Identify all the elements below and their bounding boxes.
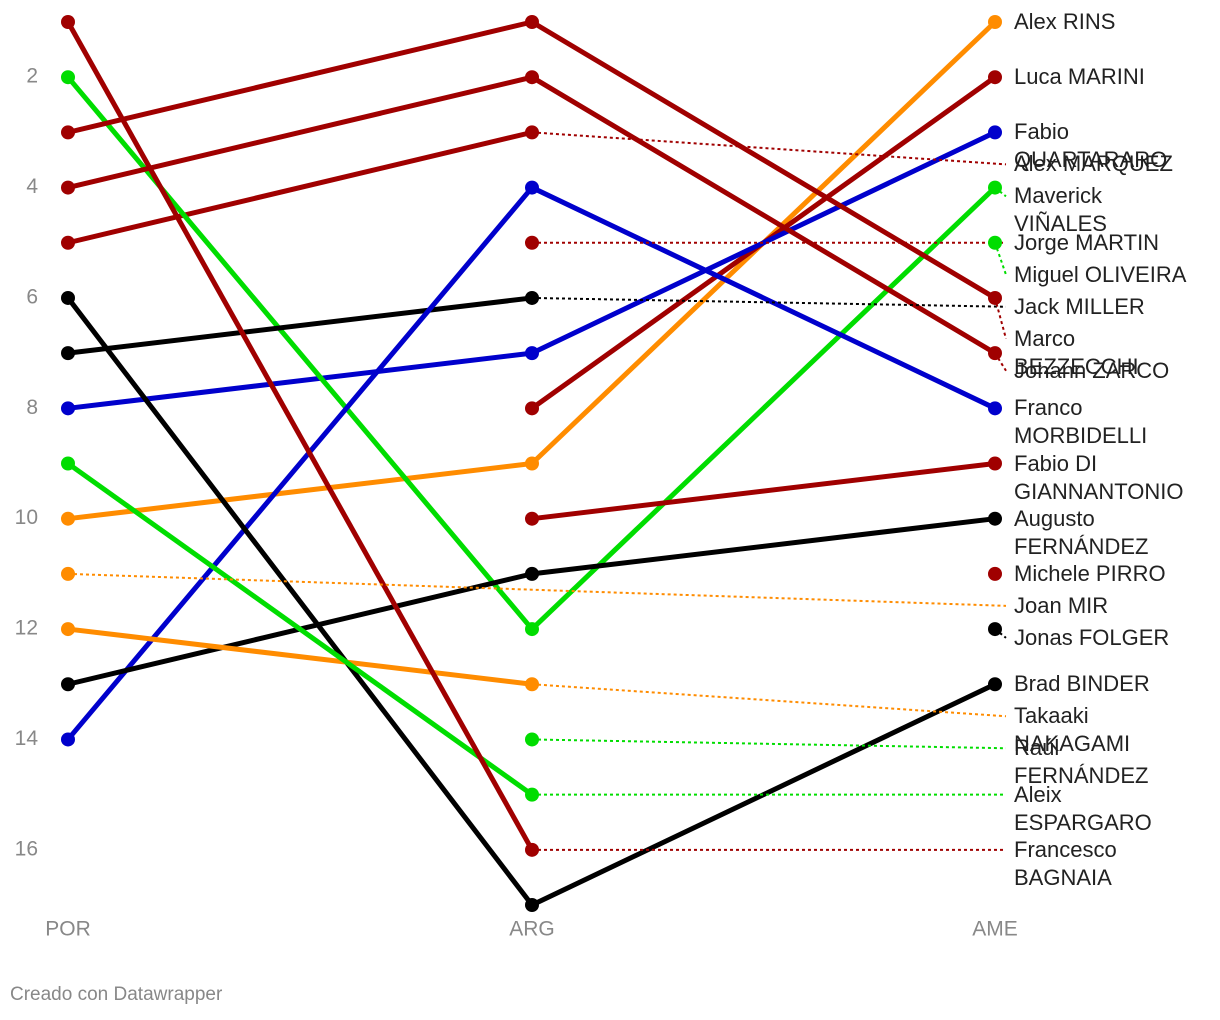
point: [988, 15, 1002, 29]
series-label: Fabio DI GIANNANTONIO: [1014, 450, 1184, 504]
point: [988, 235, 1002, 250]
series-label: Joan MIR: [1014, 592, 1109, 618]
y-tick-label: 12: [15, 617, 38, 640]
point: [988, 622, 1002, 637]
x-tick-label: POR: [45, 918, 91, 941]
point: [61, 732, 75, 747]
point: [988, 346, 1002, 361]
point: [525, 290, 539, 305]
label-connector: [994, 297, 1007, 340]
label-connector: [531, 683, 1007, 718]
label-connector: [531, 296, 1007, 308]
series-label: Francesco BAGNAIA: [1014, 836, 1117, 890]
series-label: Luca MARINI: [1014, 64, 1145, 90]
point: [525, 732, 539, 747]
series-label: Jonas FOLGER: [1014, 624, 1170, 650]
point: [525, 70, 539, 85]
point: [61, 180, 75, 195]
series-line: [67, 626, 533, 687]
point: [525, 566, 539, 581]
series-label: Takaaki NAKAGAMI: [1014, 703, 1131, 757]
series-label: Brad BINDER: [1014, 671, 1150, 697]
series-label: Fabio QUARTARARO: [1014, 119, 1168, 173]
label-connector: [531, 131, 1007, 166]
series-label: Aleix ESPARGARO: [1014, 781, 1152, 835]
point: [525, 401, 539, 416]
dots: [61, 15, 1002, 912]
y-tick-label: 6: [26, 285, 38, 308]
series-label: Alex RINS: [1014, 9, 1116, 34]
point: [988, 290, 1002, 305]
point: [525, 180, 539, 195]
point: [988, 511, 1002, 526]
y-tick-label: 10: [15, 506, 38, 529]
series-line: [66, 461, 534, 797]
series-line: [67, 295, 533, 356]
point: [61, 346, 75, 361]
y-tick-label: 8: [26, 396, 38, 419]
point: [525, 787, 539, 802]
series-label: Augusto FERNÁNDEZ: [1014, 505, 1149, 559]
point: [61, 15, 75, 29]
series-line: [531, 461, 996, 522]
footer: Creado con Datawrapper: [10, 984, 223, 1005]
point: [988, 125, 1002, 140]
series-label: Michele PIRRO: [1014, 560, 1166, 586]
y-tick-label: 16: [15, 837, 38, 860]
series-label: Raúl FERNÁNDEZ: [1014, 735, 1149, 789]
y-tick-label: 2: [26, 65, 38, 88]
series-label: Jorge MARTIN: [1014, 229, 1160, 255]
point: [61, 235, 75, 250]
connectors: [67, 131, 1007, 851]
point: [61, 401, 75, 416]
series-line: [65, 20, 535, 852]
point: [525, 898, 539, 912]
series-label: Maverick VIÑALES: [1014, 183, 1107, 237]
point: [61, 456, 75, 471]
point: [525, 235, 539, 250]
point: [988, 70, 1002, 85]
label-connector: [531, 738, 1007, 750]
series-line: [67, 19, 997, 301]
point: [988, 456, 1002, 471]
x-tick-label: ARG: [509, 918, 555, 941]
series-label: Alex MARQUEZ: [1014, 151, 1173, 177]
point: [525, 125, 539, 140]
label-connector: [67, 572, 1007, 607]
point: [525, 15, 539, 29]
point: [525, 511, 539, 526]
point: [61, 622, 75, 637]
point: [61, 70, 75, 85]
point: [61, 125, 75, 140]
x-tick-label: AME: [972, 918, 1018, 941]
point: [525, 346, 539, 361]
point: [61, 677, 75, 692]
series-label: Marco BEZZECCHI: [1014, 325, 1139, 379]
point: [525, 677, 539, 692]
point: [61, 290, 75, 305]
point: [61, 566, 75, 581]
series-label: Miguel OLIVEIRA: [1014, 261, 1187, 287]
series-line: [67, 129, 533, 246]
series-label: Johann ZARCO: [1014, 357, 1170, 383]
point: [988, 401, 1002, 416]
series-label: Franco MORBIDELLI: [1014, 395, 1148, 449]
point: [61, 511, 75, 526]
point: [988, 677, 1002, 692]
point: [988, 180, 1002, 195]
point: [525, 622, 539, 637]
point: [525, 456, 539, 471]
y-tick-label: 4: [26, 175, 38, 198]
series-label: Jack MILLER: [1014, 293, 1145, 319]
y-tick-label: 14: [15, 727, 39, 750]
point: [525, 842, 539, 857]
point: [988, 566, 1002, 581]
